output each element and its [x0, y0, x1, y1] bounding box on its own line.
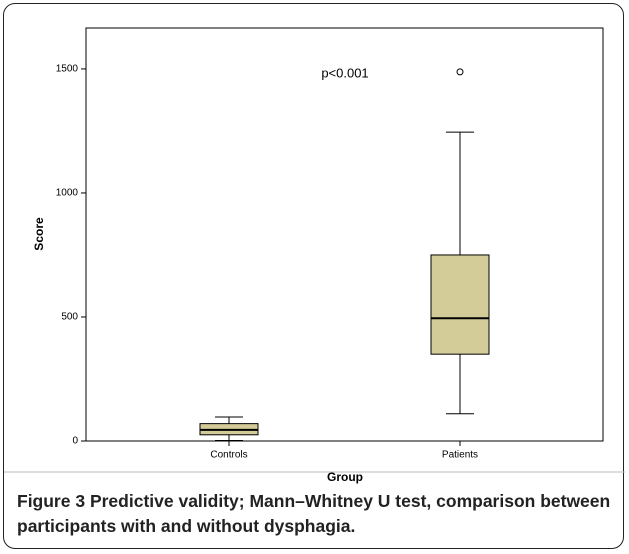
y-tick-label: 0 — [72, 436, 78, 447]
y-tick-label: 1500 — [56, 64, 79, 75]
box — [430, 254, 490, 355]
outlier — [456, 68, 464, 76]
plot-area — [85, 27, 604, 442]
y-axis-title: Score — [32, 217, 46, 251]
x-axis-title: Group — [327, 470, 363, 484]
figure-frame — [3, 3, 624, 549]
x-tick-label: Patients — [442, 450, 478, 461]
caption: Figure 3 Predictive validity; Mann–Whitn… — [17, 489, 617, 539]
annotation: p<0.001 — [321, 65, 368, 80]
y-tick-label: 1000 — [56, 188, 79, 199]
y-tick-label: 500 — [61, 312, 78, 323]
caption-text: Predictive validity; Mann–Whitney U test… — [17, 491, 611, 536]
caption-label: Figure 3 — [17, 491, 86, 511]
x-tick-label: Controls — [210, 450, 247, 461]
